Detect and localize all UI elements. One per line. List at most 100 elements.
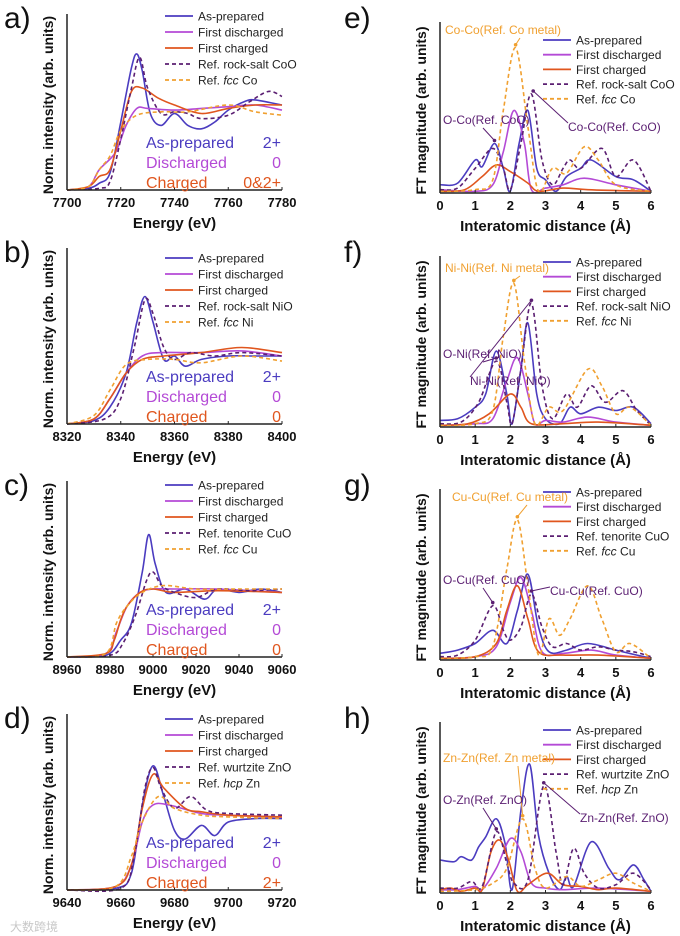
y-axis-title: FT magnitude (arb. units) — [413, 261, 429, 429]
annotation-arrow — [532, 90, 569, 124]
x-tick-label: 8340 — [106, 429, 135, 444]
series-line — [439, 784, 652, 891]
peak-annotation: Cu-Cu(Ref. Cu metal) — [452, 490, 568, 504]
legend-label: As-prepared — [198, 713, 264, 727]
x-tick-label: 0 — [436, 665, 443, 680]
peak-annotation: O-Ni(Ref. NiO) — [443, 347, 522, 361]
arrow-head — [492, 138, 497, 143]
legend-label: As-prepared — [198, 479, 264, 493]
series-line — [66, 53, 283, 191]
state-label: As-prepared — [146, 602, 234, 619]
state-value: 2+ — [263, 369, 281, 386]
panel-label: d) — [4, 702, 31, 735]
x-tick-label: 9660 — [106, 895, 135, 910]
legend-label: Ref. fcc Co — [576, 92, 636, 106]
y-axis-title: Norm. intensity (arb. units) — [40, 16, 56, 194]
legend-label: Ref. fcc Cu — [198, 543, 257, 557]
legend-label: Ref. tenorite CuO — [198, 527, 291, 541]
panel-d: d) 9640 9660 9680 9700 9720 Energy (eV) Norm. i… — [0, 700, 340, 934]
x-tick-label: 7780 — [268, 195, 297, 210]
legend-label: Ref. fcc Ni — [198, 316, 253, 330]
state-label: Discharged — [146, 622, 227, 639]
legend-label: As-prepared — [576, 724, 642, 738]
x-tick-label: 9680 — [160, 895, 189, 910]
x-tick-label: 4 — [577, 198, 585, 213]
x-tick-label: 3 — [542, 898, 549, 913]
legend-label: First discharged — [198, 495, 283, 509]
arrow-head — [512, 278, 516, 283]
series-line — [66, 104, 283, 191]
peak-annotation: O-Zn(Ref. ZnO) — [443, 793, 527, 807]
chart-a: 7700 7720 7740 7760 7780 Energy (eV) Norm. int… — [40, 10, 297, 233]
arrow-head — [529, 589, 534, 593]
x-tick-label: 5 — [612, 198, 619, 213]
state-label: As-prepared — [146, 369, 234, 386]
legend-label: Ref. wurtzite ZnO — [576, 768, 669, 782]
x-tick-label: 9060 — [268, 662, 297, 677]
series-line — [66, 56, 283, 191]
x-tick-label: 3 — [542, 432, 549, 447]
state-value: 2+ — [263, 835, 281, 852]
annotation-arrow — [482, 357, 497, 363]
legend-label: As-prepared — [576, 256, 642, 270]
legend-label: Ref. rock-salt NiO — [198, 300, 293, 314]
annotation-arrow — [531, 586, 551, 592]
x-tick-label: 4 — [577, 665, 585, 680]
y-axis-title: Norm. intensity (arb. units) — [40, 250, 56, 428]
chart-f: 0 1 2 3 4 5 6 Interatomic distance (Å) FT magnit… — [413, 256, 671, 470]
x-axis-title: Energy (eV) — [133, 449, 216, 466]
series-line — [439, 322, 652, 426]
annotation-arrow — [482, 127, 495, 141]
peak-annotation: Ni-Ni(Ref. NiO) — [470, 374, 551, 388]
legend-label: First discharged — [198, 26, 283, 40]
state-label: Discharged — [146, 389, 227, 406]
arrow-head — [520, 813, 525, 818]
peak-annotation: Co-Co(Ref. Co metal) — [445, 23, 561, 37]
panel-c: c) 8960 8980 9000 9020 9040 9060 Energy (eV) Nor… — [0, 467, 340, 701]
series-line — [439, 393, 652, 427]
x-tick-label: 1 — [472, 198, 479, 213]
annotation-arrow — [517, 765, 524, 816]
state-value: 0 — [272, 622, 281, 639]
x-axis-title: Interatomic distance (Å) — [460, 685, 631, 702]
legend-label: Ref. hcp Zn — [198, 777, 260, 791]
series-line — [439, 93, 652, 192]
series-line — [439, 46, 652, 194]
panel-label: a) — [4, 2, 31, 35]
x-tick-label: 5 — [612, 665, 619, 680]
watermark: 大数跨境 — [10, 920, 59, 934]
panel-h: h) 0 1 2 3 4 5 6 Interatomic distance (Å) FT magn… — [340, 700, 680, 935]
legend-label: First charged — [198, 745, 268, 759]
series-line — [439, 817, 652, 893]
annotation-arrow — [469, 299, 532, 378]
panel-a: a) 7700 7720 7740 7760 7780 Energy (eV) Norm. i… — [0, 0, 340, 234]
legend-label: First charged — [576, 285, 646, 299]
x-tick-label: 0 — [436, 198, 443, 213]
state-label: Charged — [146, 642, 207, 659]
state-value: 0 — [272, 855, 281, 872]
legend-label: Ref. tenorite CuO — [576, 530, 669, 544]
legend-label: First charged — [576, 753, 646, 767]
series-line — [439, 585, 652, 660]
panel-label: h) — [344, 702, 371, 735]
panel-label: b) — [4, 236, 31, 269]
peak-annotation: Cu-Cu(Ref. CuO) — [550, 584, 643, 598]
state-label: Discharged — [146, 855, 227, 872]
arrow-head — [513, 43, 518, 47]
arrow-head — [515, 514, 520, 519]
series-line — [439, 109, 652, 193]
y-axis-title: FT magnitude (arb. units) — [413, 727, 429, 895]
panel-f: f) 0 1 2 3 4 5 6 Interatomic distance (Å) FT magn… — [340, 234, 680, 470]
chart-h: 0 1 2 3 4 5 6 Interatomic distance (Å) FT magnit… — [413, 722, 669, 935]
y-axis-title: Norm. intensity (arb. units) — [40, 483, 56, 661]
x-tick-label: 9040 — [225, 662, 254, 677]
series-line — [66, 795, 283, 892]
series-line — [66, 772, 283, 891]
legend-label: Ref. hcp Zn — [576, 782, 638, 796]
x-tick-label: 1 — [472, 898, 479, 913]
state-label: As-prepared — [146, 835, 234, 852]
chart-c: 8960 8980 9000 9020 9040 9060 Energy (eV) Norm.… — [40, 479, 297, 700]
x-tick-label: 8380 — [214, 429, 243, 444]
state-value: 2+ — [263, 602, 281, 619]
annotation-arrow — [543, 782, 581, 815]
